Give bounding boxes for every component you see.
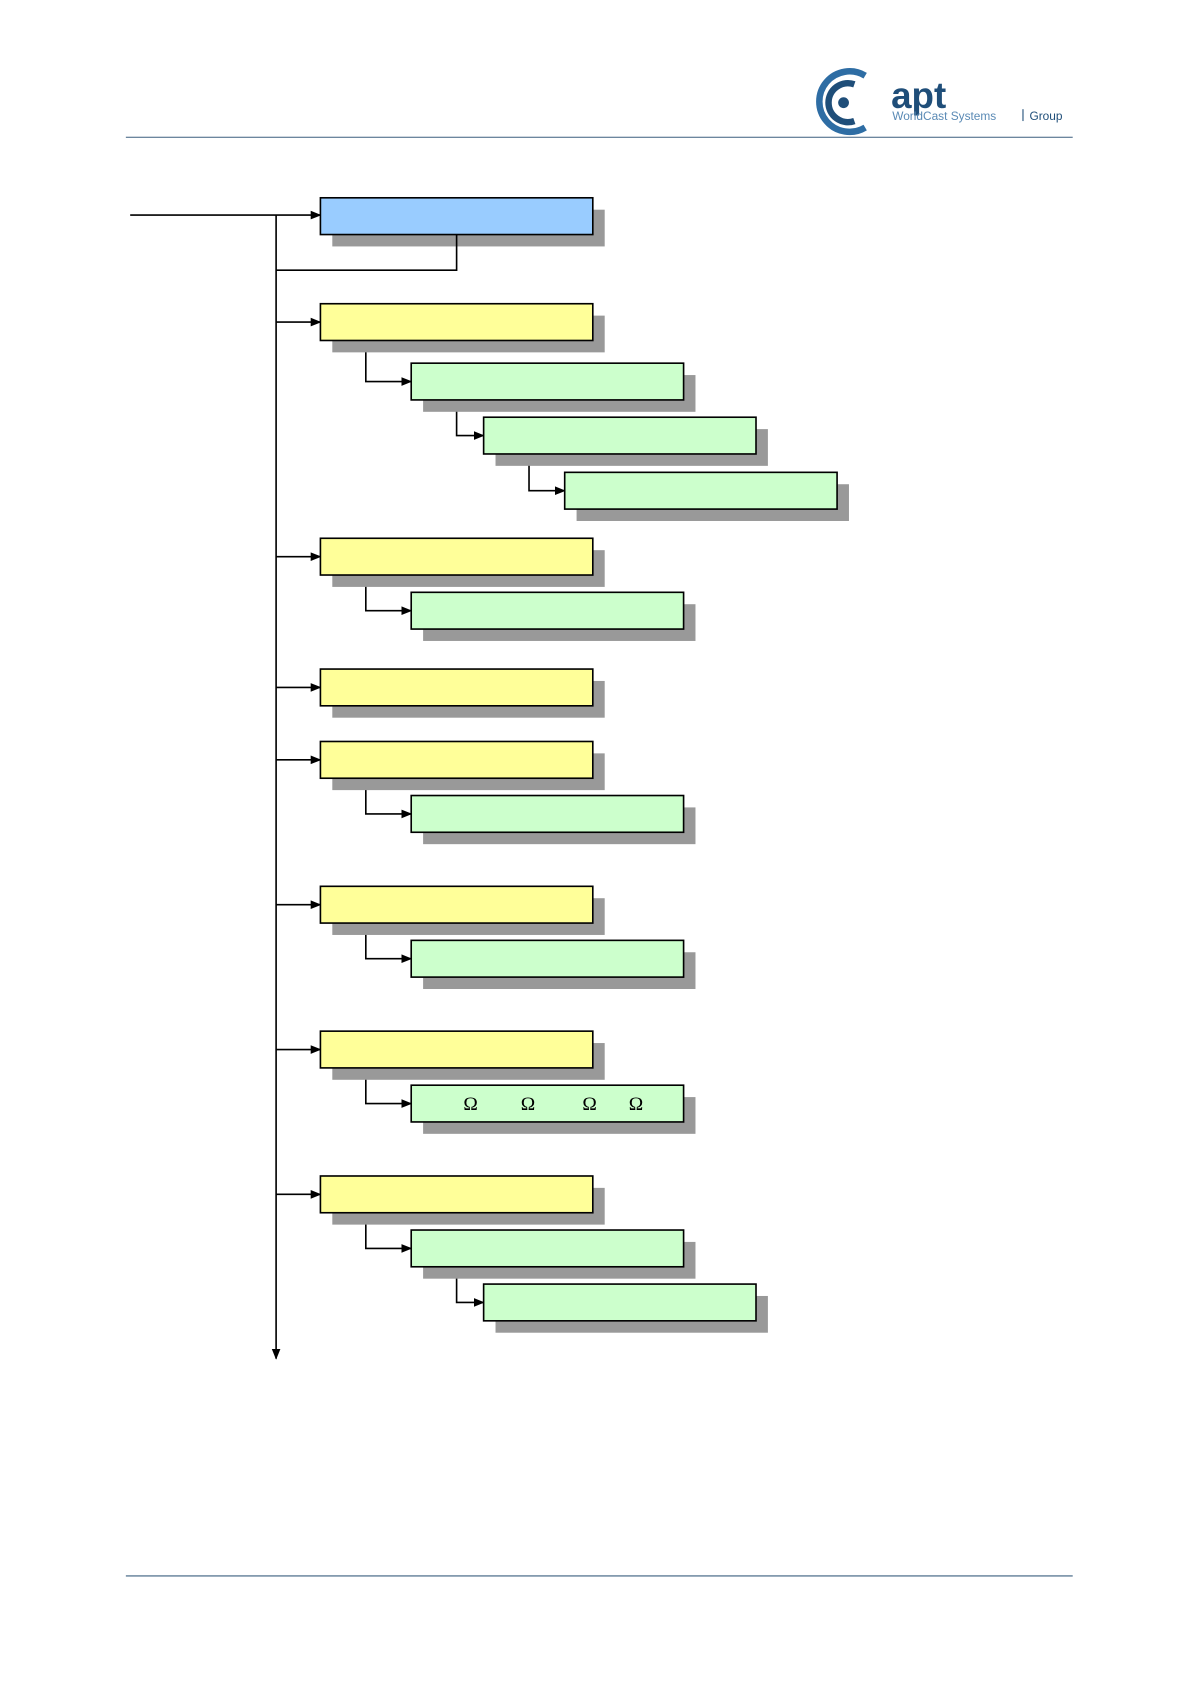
connector: [276, 234, 458, 272]
menu-box: [482, 1283, 757, 1322]
tagline-group: Group: [1029, 109, 1062, 123]
menu-box: [319, 537, 594, 576]
menu-box: [563, 471, 838, 510]
omega-symbol: Ω: [521, 1094, 535, 1115]
omega-symbol: Ω: [629, 1094, 643, 1115]
logo-mark: [816, 68, 867, 136]
header: apt WorldCast Systems Group: [125, 68, 1073, 138]
menu-box: [410, 362, 685, 401]
menu-box: [319, 196, 594, 236]
connector: [528, 453, 566, 496]
menu-box: [319, 740, 594, 780]
tagline: WorldCast Systems: [892, 109, 996, 123]
menu-box: [410, 1084, 685, 1123]
menu-box: [410, 794, 685, 834]
menu-box: [319, 1175, 594, 1214]
menu-box: [410, 1229, 685, 1268]
menu-box: [410, 591, 685, 630]
menu-box: [319, 668, 594, 707]
menu-box: [319, 1030, 594, 1069]
menu-box: [482, 416, 757, 455]
menu-box: [319, 885, 594, 924]
menu-box: [319, 302, 594, 342]
connector: [365, 340, 413, 386]
omega-symbol: Ω: [463, 1094, 477, 1115]
omega-symbol: Ω: [582, 1094, 596, 1115]
menu-box: [410, 939, 685, 978]
logo-text: apt: [891, 75, 946, 116]
